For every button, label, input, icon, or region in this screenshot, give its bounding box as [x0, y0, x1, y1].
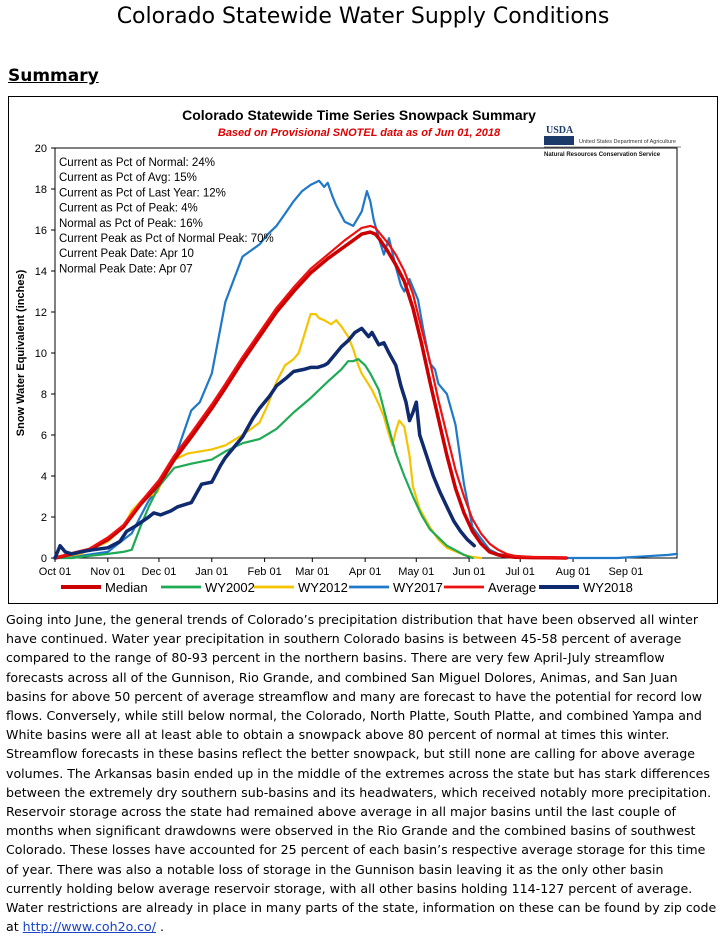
y-axis: 0 2 4 6 8 10 12 14 16 18 20: [35, 143, 55, 565]
usda-logo-mark: USDA: [546, 125, 574, 136]
legend-label-wy2018: WY2018: [583, 580, 633, 595]
x-tick-label: Nov 01: [90, 566, 125, 578]
y-tick-label: 20: [35, 143, 47, 155]
x-tick-label: May 01: [398, 566, 434, 578]
logo-agency-text: United States Department of Agriculture: [579, 139, 676, 145]
x-axis: Oct 01 Nov 01 Dec 01 Jan 01 Feb 01 Mar 01 Apr …: [39, 558, 643, 578]
y-axis-label: Snow Water Equivalent (inches): [15, 269, 27, 436]
series-line-wy2012: [53, 313, 483, 560]
y-tick-label: 0: [41, 553, 47, 565]
series-line-median: [53, 230, 568, 560]
x-tick-label: Jul 01: [506, 566, 535, 578]
stat-line: Normal as Pct of Peak: 16%: [59, 218, 203, 230]
series-lines: [53, 179, 679, 560]
summary-trailing: .: [155, 919, 164, 935]
summary-paragraph: Going into June, the general trends of C…: [6, 610, 718, 936]
legend-label-wy2012: WY2012: [298, 580, 348, 595]
series-line-wy2018: [53, 326, 476, 560]
legend-label-average: Average: [488, 580, 536, 595]
y-tick-label: 6: [41, 430, 47, 442]
y-tick-label: 14: [35, 266, 47, 278]
y-tick-label: 2: [41, 512, 47, 524]
x-tick-label: Mar 01: [295, 566, 329, 578]
usda-logo-bar: [544, 136, 574, 145]
x-tick-label: Dec 01: [142, 566, 177, 578]
summary-body: Going into June, the general trends of C…: [6, 612, 717, 935]
y-tick-label: 18: [35, 184, 47, 196]
section-heading-summary: Summary: [8, 66, 99, 86]
series-line-wy2017: [53, 179, 679, 560]
legend-label-wy2017: WY2017: [393, 580, 443, 595]
stat-line: Current Peak as Pct of Normal Peak: 70%: [59, 233, 274, 245]
x-tick-label: Jan 01: [195, 566, 228, 578]
series-line-average: [53, 224, 568, 560]
logo-service-text: Natural Resources Conservation Service: [544, 152, 661, 158]
x-tick-label: Sep 01: [608, 566, 643, 578]
y-tick-label: 10: [35, 348, 47, 360]
x-tick-label: Oct 01: [39, 566, 71, 578]
y-tick-label: 4: [41, 471, 47, 483]
stat-line: Current as Pct of Last Year: 12%: [59, 187, 226, 199]
stat-line: Current Peak Date: Apr 10: [59, 248, 194, 260]
legend-label-median: Median: [105, 580, 148, 595]
stats-block: Current as Pct of Normal: 24% Current as …: [59, 157, 274, 275]
stat-line: Current as Pct of Avg: 15%: [59, 172, 197, 184]
chart-canvas: Colorado Statewide Time Series Snowpack …: [15, 107, 681, 595]
snowpack-chart: Colorado Statewide Time Series Snowpack …: [8, 96, 718, 604]
y-tick-label: 16: [35, 225, 47, 237]
usda-nrcs-logo: USDA United States Department of Agricul…: [544, 125, 681, 158]
x-tick-label: Apr 01: [349, 566, 381, 578]
x-tick-label: Aug 01: [556, 566, 591, 578]
stat-line: Current as Pct of Peak: 4%: [59, 203, 198, 215]
coh2o-link[interactable]: http://www.coh2o.co/: [22, 919, 156, 935]
stat-line: Normal Peak Date: Apr 07: [59, 263, 193, 275]
stat-line: Current as Pct of Normal: 24%: [59, 157, 215, 169]
chart-subtitle: Based on Provisional SNOTEL data as of J…: [218, 127, 501, 139]
x-tick-label: Jun 01: [453, 566, 486, 578]
y-tick-label: 8: [41, 389, 47, 401]
chart-legend: Median WY2002 WY2012 WY2017 Average WY2018: [61, 580, 633, 595]
y-tick-label: 12: [35, 307, 47, 319]
x-tick-label: Feb 01: [247, 566, 281, 578]
chart-title: Colorado Statewide Time Series Snowpack …: [182, 107, 536, 123]
series-line-wy2002: [53, 358, 474, 560]
legend-label-wy2002: WY2002: [205, 580, 255, 595]
document-title: Colorado Statewide Water Supply Conditio…: [116, 4, 610, 29]
